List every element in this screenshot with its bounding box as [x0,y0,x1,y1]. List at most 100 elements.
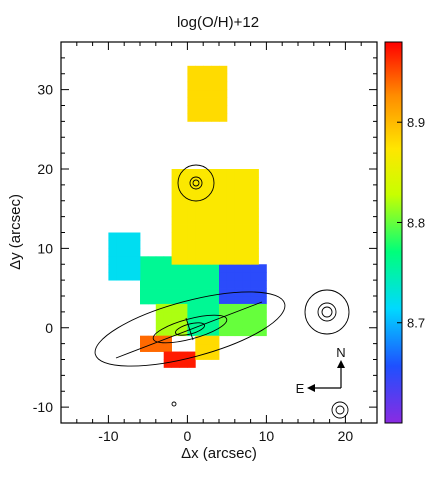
heatmap-cell [250,272,259,281]
heatmap-cell [211,65,220,75]
y-tick-label: -10 [33,399,53,415]
heatmap-cell [211,208,220,218]
heatmap-cell [171,272,180,281]
x-tick-label: 20 [338,428,354,444]
heatmap-cell [203,208,212,218]
star-contour-north-inner [189,176,203,190]
heatmap-cell [195,343,204,352]
x-tick-label: 10 [259,428,275,444]
heatmap-cell [211,192,220,202]
heatmap-cell [234,200,244,210]
heatmap-cell [242,208,251,218]
heatmap-cell [195,296,204,305]
colorbar-tick-label: 8.7 [407,316,425,331]
heatmap-cell [187,81,196,91]
heatmap-cell [140,272,149,281]
heatmap-cell [250,256,259,265]
heatmap-cell [234,264,244,273]
heatmap-cell [116,240,125,249]
heatmap-cell [234,240,244,249]
heatmap-cell [203,311,212,321]
heatmap-cell [124,256,133,265]
heatmap-cell [179,303,188,313]
heatmap-cell [211,240,220,249]
heatmap-cell [179,280,188,289]
heatmap-cell [140,296,149,305]
heatmap-cell [116,248,125,257]
heatmap-cell [195,105,204,114]
heatmap-cell [163,256,172,265]
compass-east-label: E [296,381,305,396]
heatmap-cell [211,319,220,329]
heatmap-cell [211,113,220,122]
star-contour-south [331,401,349,419]
heatmap-cell [187,89,196,98]
heatmap-cell [226,176,236,186]
heatmap-cell [258,327,267,337]
heatmap-cell [187,113,196,122]
heatmap-cell [187,272,196,281]
heatmap-cell [163,311,172,321]
heatmap-cell [140,288,149,297]
heatmap-cell [242,232,251,241]
heatmap-cell [195,216,204,225]
heatmap-cell [187,288,196,297]
heatmap-cell [242,248,251,257]
heatmap-cell [171,303,180,313]
heatmap-cell [187,73,196,83]
heatmap-cell [211,200,220,210]
heatmap-cell [250,280,259,289]
heatmap-cell [179,351,188,360]
heatmap-cell [203,351,212,360]
heatmap-cell [195,73,204,83]
heatmap-cell [195,184,204,194]
y-tick-label: 10 [37,240,53,256]
heatmap-cell [234,176,244,186]
heatmap-cell [187,248,196,257]
heatmap-cell [195,240,204,249]
heatmap-cell [226,232,236,241]
heatmap-cell [171,248,180,257]
compass-north-label: N [336,345,345,360]
heatmap-cell [226,280,236,289]
heatmap-cell [132,264,141,273]
heatmap-cell [250,240,259,249]
y-tick-label: 30 [37,82,53,98]
heatmap-cell [132,240,141,249]
heatmap-cell [147,256,157,265]
heatmap-cell [155,327,165,337]
colorbar-tick-label: 8.8 [407,215,425,230]
heatmap-cell [250,192,259,202]
heatmap-cell [219,280,228,289]
heatmap-cell [234,327,244,337]
heatmap-cell [163,319,172,329]
heatmap-cell [179,200,188,210]
heatmap-cell [179,272,188,281]
heatmap-cell [211,81,220,91]
heatmap-cell [234,224,244,233]
heatmap-cell [116,272,125,281]
heatmap-cell [179,256,188,265]
heatmap-cell [219,184,228,194]
heatmap-cell [187,184,196,194]
y-axis-label: Δy (arcsec) [7,194,24,270]
star-contour-north [177,164,215,202]
heatmap-cell [187,264,196,273]
heatmap-cell [187,351,196,360]
heatmap-cell [179,248,188,257]
heatmap-cell [234,256,244,265]
heatmap-cell [242,272,251,281]
heatmap-cell [219,224,228,233]
heatmap-cell [163,335,172,345]
heatmap-cell [211,264,220,273]
heatmap-cell [211,296,220,305]
heatmap-cell [258,296,267,305]
heatmap-cell [195,311,204,321]
heatmap-cell [155,335,165,345]
heatmap-cell [242,319,251,329]
heatmap-cell [234,232,244,241]
heatmap-cell [155,280,165,289]
y-tick-label: 20 [37,161,53,177]
heatmap-cell [234,296,244,305]
